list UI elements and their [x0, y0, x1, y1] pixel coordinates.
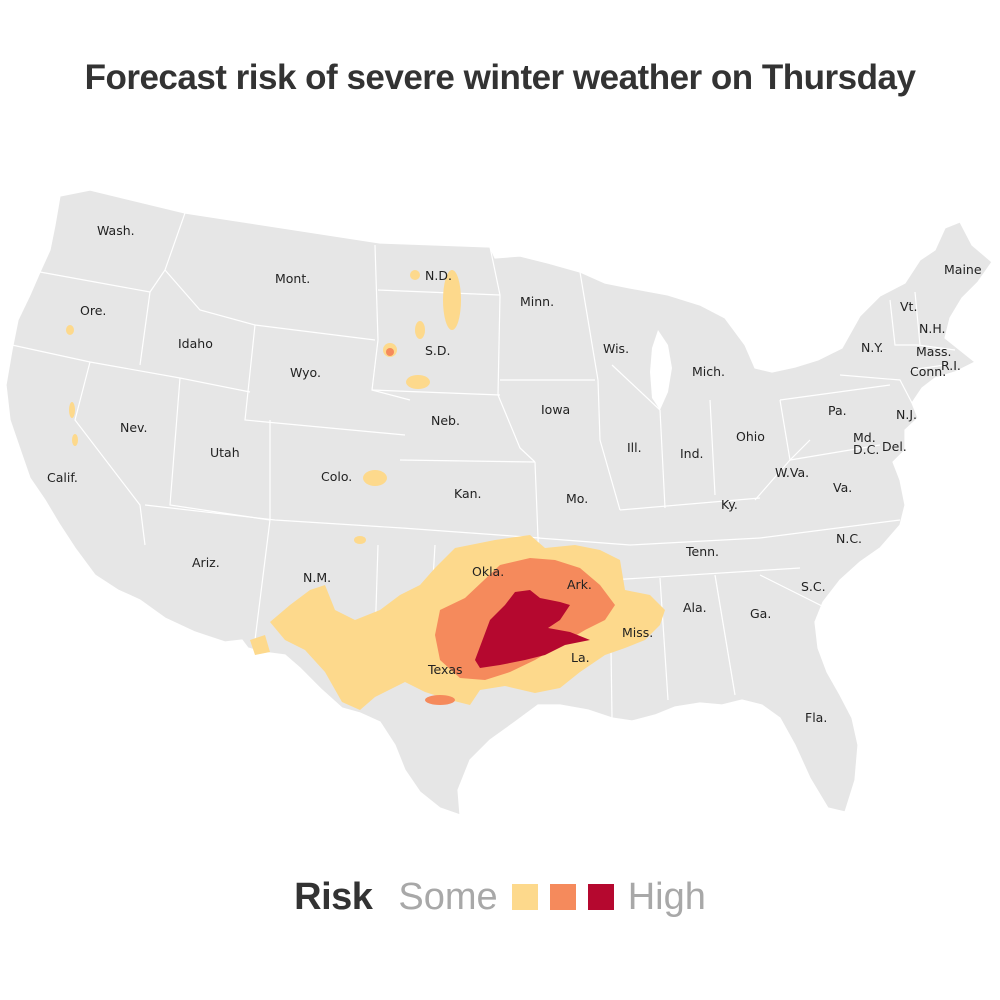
state-label-ct: Conn.: [910, 364, 946, 379]
state-label-wi: Wis.: [603, 341, 629, 356]
great-lakes: [650, 330, 672, 410]
state-label-ca: Calif.: [47, 470, 78, 485]
state-label-ks: Kan.: [454, 486, 482, 501]
state-label-sc: S.C.: [801, 579, 826, 594]
state-label-nm: N.M.: [303, 570, 331, 585]
state-label-oh: Ohio: [736, 429, 765, 444]
legend-swatch-some: [511, 884, 538, 910]
risk-legend: Risk Some High: [0, 872, 1000, 922]
state-label-tx: Texas: [427, 662, 463, 677]
us-map: Wash. Ore. Calif. Nev. Idaho Mont. Wyo. …: [5, 189, 993, 816]
state-label-co: Colo.: [321, 469, 352, 484]
state-label-al: Ala.: [683, 600, 707, 615]
state-label-va: Va.: [833, 480, 852, 495]
state-label-ny: N.Y.: [861, 340, 883, 355]
legend-title: Risk: [294, 875, 373, 918]
state-label-ga: Ga.: [750, 606, 771, 621]
state-label-mt: Mont.: [275, 271, 310, 286]
state-label-de: Del.: [882, 439, 907, 454]
map-title: Forecast risk of severe winter weather o…: [84, 58, 916, 97]
state-label-ms: Miss.: [622, 625, 653, 640]
state-label-nc: N.C.: [836, 531, 862, 546]
state-label-wy: Wyo.: [290, 365, 321, 380]
state-label-ky: Ky.: [721, 497, 738, 512]
legend-low-label: Some: [398, 875, 498, 918]
legend-swatch-moderate: [549, 884, 576, 910]
state-label-wv: W.Va.: [775, 465, 809, 480]
state-label-wa: Wash.: [97, 223, 135, 238]
state-label-ri: R.I.: [941, 358, 961, 373]
state-label-az: Ariz.: [192, 555, 220, 570]
state-label-il: Ill.: [627, 440, 642, 455]
state-label-ne: Neb.: [431, 413, 460, 428]
state-label-pa: Pa.: [828, 403, 847, 418]
state-label-fl: Fla.: [805, 710, 827, 725]
legend-swatch-high: [587, 884, 614, 910]
state-label-me: Maine: [944, 262, 982, 277]
state-label-ia: Iowa: [541, 402, 570, 417]
state-label-or: Ore.: [80, 303, 106, 318]
state-label-in: Ind.: [680, 446, 704, 461]
state-borders: [11, 212, 956, 719]
state-label-id: Idaho: [178, 336, 213, 351]
state-label-ok: Okla.: [472, 564, 504, 579]
state-label-mi: Mich.: [692, 364, 725, 379]
state-label-mn: Minn.: [520, 294, 554, 309]
state-label-ar: Ark.: [567, 577, 592, 592]
state-label-la: La.: [571, 650, 590, 665]
us-land: [5, 189, 993, 816]
risk-high: [475, 590, 590, 668]
state-label-ma: Mass.: [916, 344, 951, 359]
state-label-nv: Nev.: [120, 420, 147, 435]
state-label-sd: S.D.: [425, 343, 451, 358]
state-labels: Wash. Ore. Calif. Nev. Idaho Mont. Wyo. …: [47, 223, 982, 725]
state-label-md: Md.: [853, 430, 876, 445]
state-label-dc: D.C.: [853, 442, 879, 457]
state-label-nd: N.D.: [425, 268, 452, 283]
state-label-ut: Utah: [210, 445, 240, 460]
state-label-nj: N.J.: [896, 407, 917, 422]
legend-high-label: High: [627, 875, 706, 918]
state-label-vt: Vt.: [900, 299, 917, 314]
state-label-tn: Tenn.: [685, 544, 719, 559]
state-label-mo: Mo.: [566, 491, 588, 506]
state-label-nh: N.H.: [919, 321, 945, 336]
